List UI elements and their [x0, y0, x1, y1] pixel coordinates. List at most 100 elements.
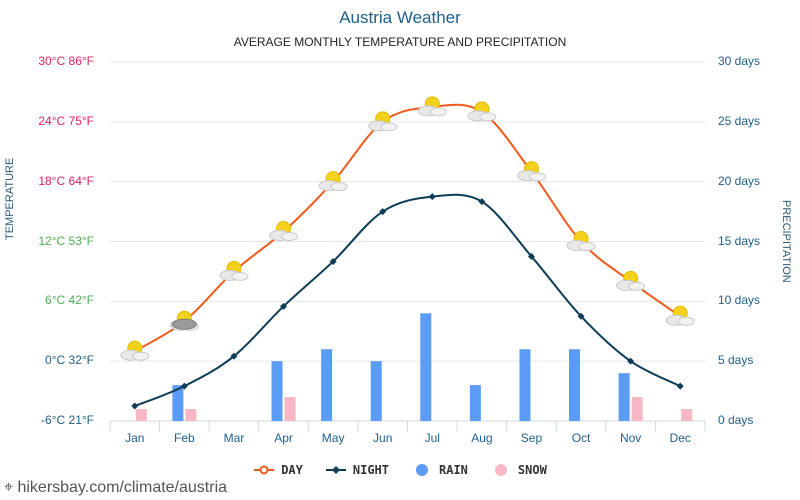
night-point [577, 312, 585, 320]
x-tick-label: Jul [424, 431, 440, 445]
night-point [428, 193, 436, 201]
y-left-tick-label: -6°C 21°F [41, 413, 94, 427]
legend-item-rain[interactable]: RAIN [411, 463, 468, 477]
y-left-tick-label: 0°C 32°F [45, 353, 94, 368]
y-right-tick-label: 15 days [718, 233, 761, 248]
legend-item-snow[interactable]: SNOW [490, 463, 547, 477]
rain-bar [370, 361, 382, 421]
cloud-icon [429, 107, 447, 117]
pin-icon: ⌖ [4, 479, 14, 496]
x-tick-label: Jan [125, 431, 145, 445]
legend-item-night[interactable]: NIGHT [325, 463, 389, 477]
rain-bar [321, 349, 333, 421]
snow-bar [631, 397, 643, 421]
x-tick-label: Sep [520, 431, 543, 445]
y-left-tick-label: 24°C 75°F [38, 113, 94, 128]
y-right-tick-label: 30 days [718, 54, 761, 68]
footer-text: hikersbay.com/climate/austria [17, 479, 228, 496]
legend-swatch [494, 464, 507, 476]
legend-label: NIGHT [352, 463, 389, 477]
rain-bar [569, 349, 581, 421]
day-point-weather-icon [417, 96, 447, 117]
x-tick-label: Jun [373, 431, 393, 445]
day-point-weather-icon [169, 310, 199, 331]
x-tick-label: Nov [619, 431, 642, 445]
night-point [230, 352, 238, 360]
legend-item-day[interactable]: DAY [253, 463, 303, 477]
day-line [134, 103, 681, 353]
y-right-tick-label: 10 days [718, 293, 761, 308]
night-point [379, 208, 387, 216]
night-point [329, 257, 337, 265]
cloud-icon [677, 316, 695, 326]
legend-label: DAY [281, 463, 303, 477]
rain-bar [519, 349, 531, 421]
night-point [478, 198, 486, 206]
y-left-tick-label: 12°C 53°F [38, 233, 94, 248]
y-left-tick-label: 6°C 42°F [45, 293, 94, 308]
day-point-weather-icon [318, 171, 348, 192]
cloud-icon [380, 122, 398, 132]
x-tick-label: Mar [223, 431, 245, 445]
y-right-tick-label: 25 days [718, 113, 761, 128]
legend-swatch [254, 465, 275, 475]
day-point-weather-icon [467, 101, 497, 122]
x-tick-label: Feb [174, 431, 195, 445]
legend-swatch [416, 464, 428, 476]
day-point-weather-icon [665, 305, 695, 326]
chart-legend: DAY NIGHT RAIN SNOW [0, 463, 800, 477]
legend-label: SNOW [517, 463, 547, 477]
footer-link[interactable]: ⌖ hikersbay.com/climate/austria [4, 479, 227, 497]
legend-swatch [325, 466, 346, 474]
day-point-weather-icon [269, 221, 299, 242]
cloud-icon [330, 182, 348, 192]
night-point [676, 382, 684, 390]
legend-marker [259, 465, 269, 475]
legend-label: RAIN [439, 463, 468, 477]
legend-marker [416, 464, 428, 476]
day-point-weather-icon [120, 340, 150, 361]
cloud-icon [281, 232, 299, 242]
x-tick-label: Apr [274, 431, 293, 445]
y-left-tick-label: 18°C 64°F [38, 173, 94, 188]
legend-marker [494, 464, 507, 476]
y-right-tick-label: 5 days [718, 353, 754, 368]
day-point-weather-icon [219, 260, 249, 281]
night-point [627, 357, 635, 365]
rain-bar [469, 385, 481, 421]
snow-bar [681, 409, 693, 421]
day-point-weather-icon [516, 161, 546, 182]
day-point-weather-icon [566, 231, 596, 251]
snow-bar [284, 397, 296, 421]
cloud-icon [578, 242, 596, 251]
night-point [527, 252, 535, 260]
night-line [134, 193, 681, 407]
day-point-weather-icon [616, 270, 646, 291]
cloud-icon [528, 172, 546, 182]
night-point [180, 382, 188, 390]
legend-marker [331, 466, 340, 474]
cloud-icon [132, 351, 150, 361]
rain-bar [271, 361, 283, 421]
snow-bar [135, 409, 147, 421]
y-right-tick-label: 0 days [718, 413, 754, 427]
chart-title: Austria Weather [339, 8, 461, 27]
x-tick-label: May [321, 431, 345, 445]
chart-subtitle: AVERAGE MONTHLY TEMPERATURE AND PRECIPIT… [233, 35, 567, 49]
cloud-icon [628, 281, 646, 291]
x-tick-label: Oct [571, 431, 591, 445]
cloud-icon [479, 112, 497, 122]
snow-bar [185, 409, 197, 421]
cloud-icon [231, 271, 249, 281]
x-tick-label: Dec [669, 431, 691, 445]
rain-bar [420, 313, 432, 421]
y-right-tick-label: 20 days [718, 173, 761, 188]
rain-bar [172, 385, 184, 421]
y-left-tick-label: 30°C 86°F [38, 54, 94, 68]
day-point-weather-icon [368, 111, 398, 132]
night-point [131, 402, 139, 410]
night-point [280, 302, 288, 310]
x-tick-label: Aug [471, 431, 493, 445]
dark-cloud-icon [171, 318, 197, 330]
